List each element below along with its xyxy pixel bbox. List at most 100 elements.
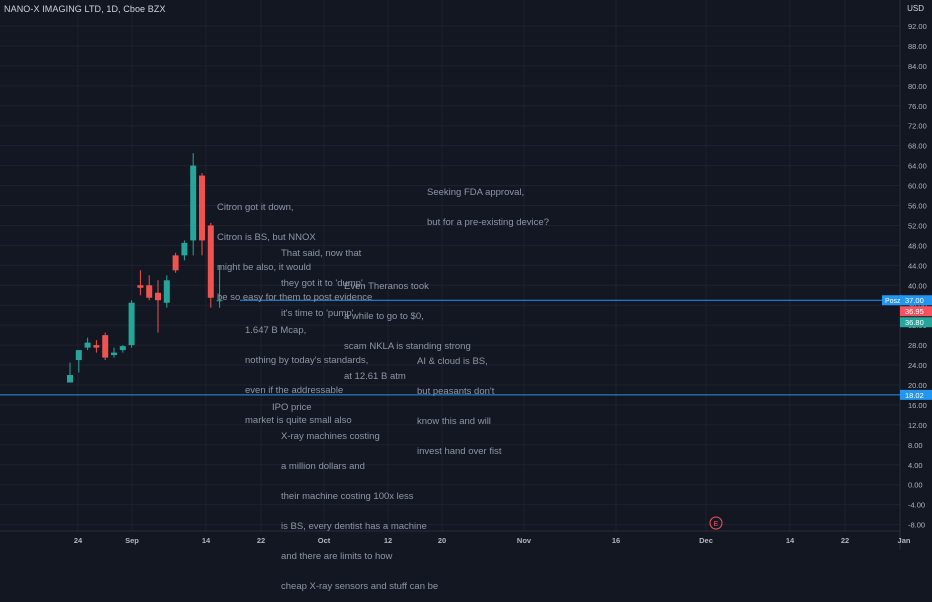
note-ipo-price: IPO price [272, 383, 312, 423]
note-xray: X-ray machines costing a million dollars… [281, 412, 438, 602]
note-line: X-ray machines costing [281, 431, 380, 442]
currency-label: USD [907, 4, 924, 13]
price-tick-label: 76.00 [908, 102, 927, 111]
note-line: Even Theranos took [344, 281, 429, 292]
note-line: be so easy for them to post evidence [217, 292, 373, 303]
price-tick-label: -4.00 [908, 501, 925, 510]
price-tick-label: 92.00 [908, 22, 927, 31]
time-tick-label: 24 [74, 536, 83, 545]
time-tick-label: Jan [898, 536, 911, 545]
note-line: invest hand over fist [417, 446, 502, 457]
note-line: market is quite small also [245, 415, 352, 426]
candle-body[interactable] [172, 255, 179, 271]
note-theranos: Even Theranos took a while to go to $0, … [344, 262, 471, 392]
price-tick-label: 44.00 [908, 261, 927, 270]
time-tick-label: 20 [438, 536, 446, 545]
price-tag [900, 317, 932, 328]
price-tick-label: 20.00 [908, 381, 927, 390]
price-line-label: 37.00 [905, 296, 924, 305]
candle-body[interactable] [155, 292, 161, 301]
note-line: know this and will [417, 416, 491, 427]
candle-body[interactable] [163, 280, 170, 303]
note-line: but peasants don't [417, 386, 495, 397]
note-line: IPO price [272, 402, 312, 413]
note-line: but for a pre-existing device? [427, 217, 549, 228]
price-line-name-tag [882, 295, 902, 306]
time-tick-label: Nov [517, 536, 532, 545]
price-tick-label: 24.00 [908, 361, 927, 370]
price-tick-label: 48.00 [908, 241, 927, 250]
price-tick-label: 88.00 [908, 42, 927, 51]
time-tick-label: 16 [612, 536, 620, 545]
note-citron: Citron got it down, Citron is BS, but NN… [217, 183, 372, 313]
note-fda: Seeking FDA approval, but for a pre-exis… [427, 168, 549, 238]
note-line: and there are limits to how [281, 551, 393, 562]
note-line: Seeking FDA approval, [427, 187, 525, 198]
symbol-title[interactable]: NANO-X IMAGING LTD, 1D, Cboe BZX [4, 4, 166, 14]
note-line: Citron is BS, but NNOX [217, 232, 316, 243]
time-tick-label: Sep [125, 536, 139, 545]
note-line: is BS, every dentist has a machine [281, 521, 427, 532]
note-ai-cloud: AI & cloud is BS, but peasants don't kno… [417, 337, 502, 467]
candle-body[interactable] [75, 350, 82, 361]
price-tick-label: -8.00 [908, 521, 925, 530]
price-line-tag [900, 389, 932, 400]
time-tick-label: 22 [841, 536, 849, 545]
price-tick-label: 64.00 [908, 162, 927, 171]
note-line: might be also, it would [217, 262, 311, 273]
note-line: Citron got it down, [217, 202, 294, 213]
note-line: AI & cloud is BS, [417, 356, 488, 367]
note-mcap: 1.647 B Mcap, nothing by today's standar… [245, 306, 368, 436]
price-tick-label: 28.00 [908, 341, 927, 350]
price-tick-label: 84.00 [908, 62, 927, 71]
note-line: a million dollars and [281, 461, 365, 472]
note-line: nothing by today's standards, [245, 355, 369, 366]
candle-body[interactable] [67, 375, 73, 383]
candle-body[interactable] [102, 335, 109, 358]
time-tick-label: Oct [318, 536, 331, 545]
note-line: it's time to 'pump' [281, 308, 354, 319]
note-line: even if the addressable [245, 385, 344, 396]
note-line: they got it to 'dump', [281, 278, 366, 289]
candle-body[interactable] [146, 285, 153, 298]
note-line: cheap X-ray sensors and stuff can be [281, 581, 439, 592]
chart-canvas[interactable]: 92.00 88.00 84.00 80.00 76.00 72.00 68.00 64.00… [0, 0, 932, 550]
note-pump: That said, now that they got it to 'dump… [281, 229, 365, 329]
candle-body[interactable] [93, 345, 100, 348]
price-line-label: 18.02 [905, 391, 924, 400]
price-tick-label: 36.00 [908, 301, 927, 310]
candle-body[interactable] [119, 346, 126, 351]
note-line: 1.647 B Mcap, [245, 325, 307, 336]
candle-body[interactable] [111, 352, 117, 356]
price-tag [900, 306, 932, 317]
price-tick-label: 80.00 [908, 82, 927, 91]
price-tick-label: 60.00 [908, 182, 927, 191]
price-tick-label: 56.00 [908, 202, 927, 211]
price-tick-label: 0.00 [908, 481, 923, 490]
price-tick-label: 12.00 [908, 421, 927, 430]
note-line: a while to go to $0, [344, 311, 424, 322]
candle-body[interactable] [137, 285, 144, 288]
note-line: scam NKLA is standing strong [344, 341, 471, 352]
candle-body[interactable] [190, 165, 197, 241]
price-tick-label: 52.00 [908, 221, 927, 230]
candle-body[interactable] [207, 225, 214, 298]
price-line-name: Posz [885, 298, 901, 305]
time-tick-label: 14 [786, 536, 795, 545]
price-tag-label: 36.80 [905, 318, 924, 327]
candle-body[interactable] [181, 242, 188, 256]
earnings-event-marker[interactable] [709, 516, 723, 530]
price-tag-label: 36.95 [905, 307, 924, 316]
price-tick-label: 4.00 [908, 461, 923, 470]
candle-body[interactable] [199, 175, 205, 241]
note-line: at 12.61 B atm [344, 371, 406, 382]
price-tick-label: 72.00 [908, 122, 927, 131]
candle-body[interactable] [216, 300, 223, 302]
candle-body[interactable] [84, 342, 91, 348]
price-tick-label: 40.00 [908, 281, 927, 290]
price-tick-label: 16.00 [908, 401, 927, 410]
candle-body[interactable] [128, 302, 135, 346]
time-tick-label: 12 [384, 536, 392, 545]
earnings-event-label: E [714, 521, 719, 528]
time-tick-label: 14 [202, 536, 211, 545]
